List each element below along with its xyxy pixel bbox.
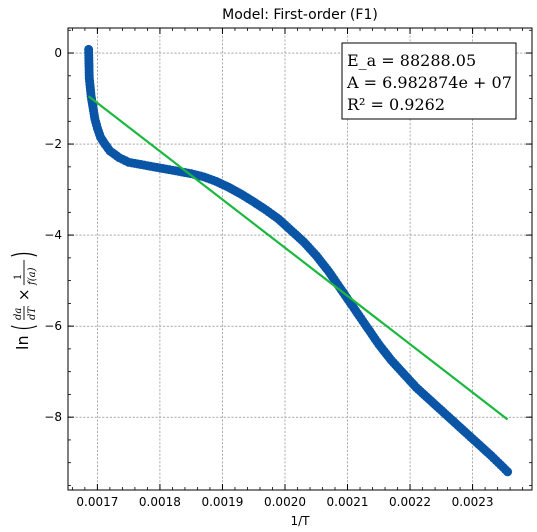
y-axis-label: ln da dT × 1 f(a) [10, 252, 38, 350]
svg-text:×: × [15, 288, 33, 301]
fit-parameters-box: E_a = 88288.05 A = 6.982874e + 07 R² = 0… [341, 42, 517, 120]
activation-energy-text: E_a = 88288.05 [347, 51, 476, 70]
x-tick-label: 0.0022 [389, 495, 431, 509]
r-squared-text: R² = 0.9262 [347, 95, 445, 114]
axis-ticks [68, 28, 532, 490]
fit-line-group [87, 95, 509, 421]
x-tick-label: 0.0019 [201, 495, 243, 509]
y-tick-label: −2 [44, 137, 62, 151]
svg-text:dT: dT [27, 306, 38, 320]
pre-exponential-factor-text: A = 6.982874e + 07 [346, 73, 512, 92]
svg-text:1: 1 [13, 274, 24, 280]
y-tick-label: 0 [54, 46, 62, 60]
svg-text:da: da [13, 308, 24, 320]
y-tick-labels: 0 −2 −4 −6 −8 [44, 46, 62, 424]
svg-text:f(a): f(a) [27, 267, 38, 286]
x-tick-label: 0.0023 [452, 495, 494, 509]
y-tick-label: −8 [44, 410, 62, 424]
y-tick-label: −4 [44, 228, 62, 242]
fit-line [87, 95, 509, 421]
x-tick-label: 0.0018 [139, 495, 181, 509]
data-point [503, 467, 513, 477]
scatter-points [84, 44, 513, 477]
x-tick-label: 0.0020 [264, 495, 306, 509]
x-tick-label: 0.0021 [327, 495, 369, 509]
svg-text:ln: ln [13, 335, 32, 350]
x-tick-label: 0.0017 [76, 495, 118, 509]
chart-title: Model: First-order (F1) [222, 7, 378, 23]
plot-frame [67, 27, 533, 491]
x-tick-labels: 0.0017 0.0018 0.0019 0.0020 0.0021 0.0022 0.00… [76, 495, 493, 509]
y-tick-label: −6 [44, 319, 62, 333]
x-axis-label: 1/T [290, 514, 310, 528]
